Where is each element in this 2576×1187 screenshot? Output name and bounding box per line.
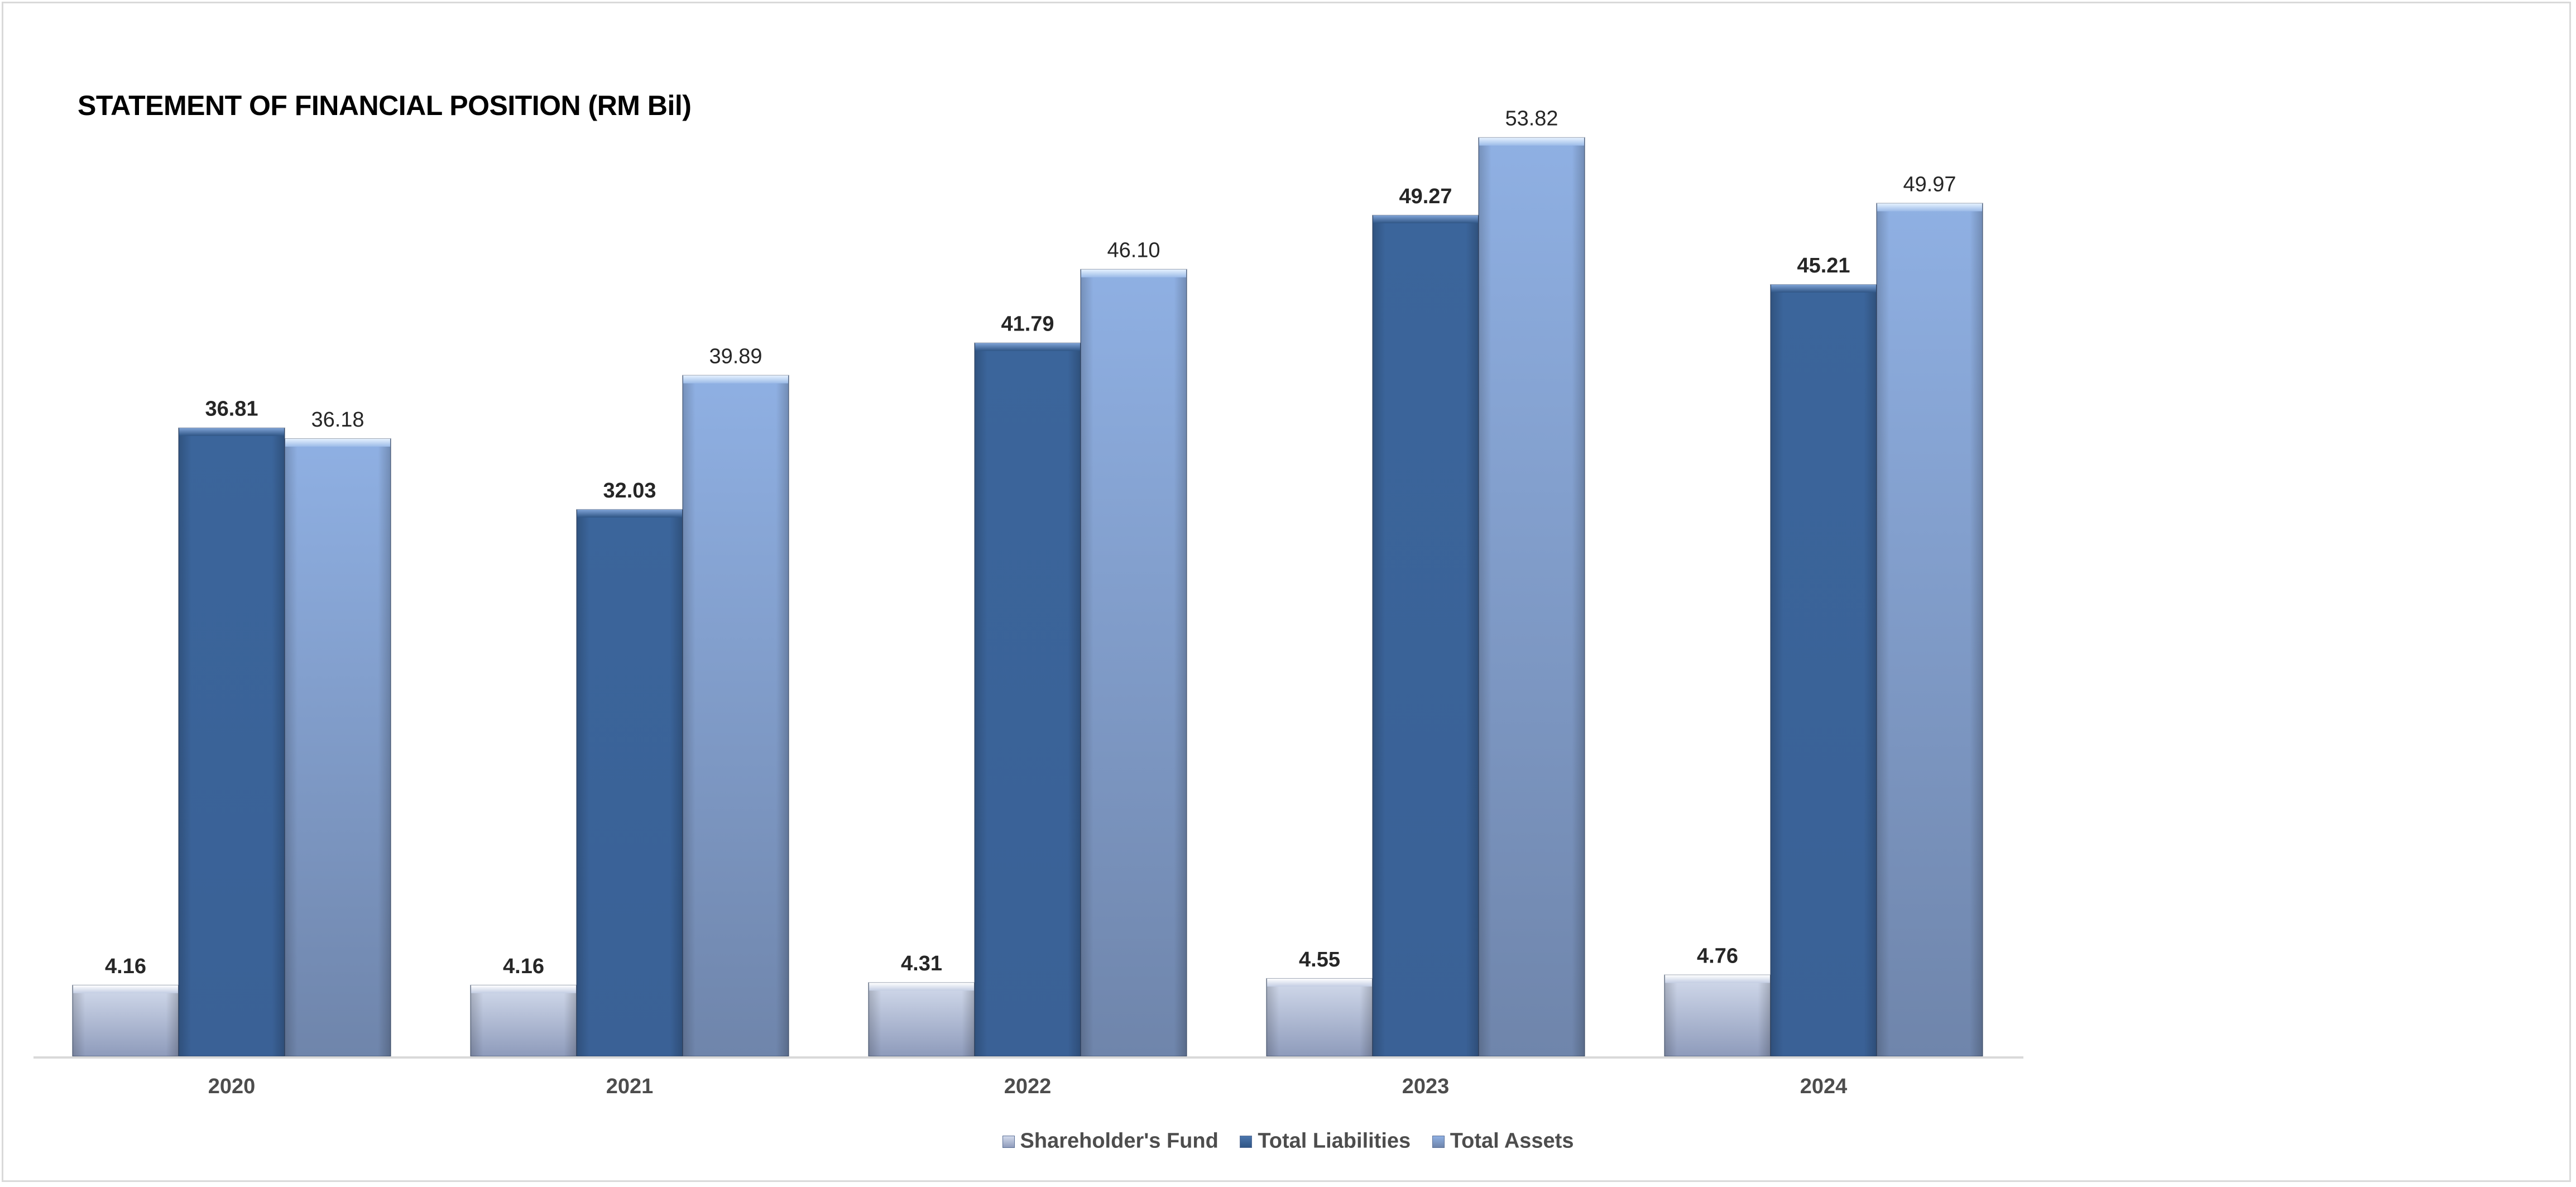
bar-shade-total-assets-2022 (1081, 269, 1187, 1056)
legend-label-shareholders-fund: Shareholder's Fund (1020, 1129, 1219, 1153)
legend-label-total-assets: Total Assets (1450, 1129, 1574, 1153)
bar-cap-total-assets-2020 (285, 438, 390, 447)
x-tick-label-2020: 2020 (208, 1075, 256, 1098)
data-label-total-liabilities-2023: 49.27 (1399, 185, 1452, 208)
bar-cap-total-assets-2021 (683, 375, 788, 384)
bar-cap-shareholder-s-fund-2024 (1665, 975, 1770, 983)
bar-shareholder-s-fund-2024 (1664, 974, 1771, 1057)
bar-total-liabilities-2024 (1770, 284, 1877, 1057)
data-label-total-assets-2022: 46.10 (1107, 239, 1160, 262)
x-tick-label-2022: 2022 (1004, 1075, 1052, 1098)
bar-shade-total-assets-2020 (285, 438, 391, 1056)
bar-shade-total-liabilities-2022 (975, 343, 1081, 1056)
bar-shade-total-liabilities-2024 (1771, 284, 1877, 1056)
x-tick-label-2023: 2023 (1402, 1075, 1450, 1098)
bar-cap-total-liabilities-2021 (577, 509, 682, 518)
data-label-shareholder-s-fund-2023: 4.55 (1299, 948, 1340, 971)
legend-item-total-liabilities: Total Liabilities (1240, 1128, 1411, 1153)
bar-shareholder-s-fund-2022 (868, 982, 975, 1057)
bar-total-assets-2023 (1478, 137, 1585, 1057)
legend-item-shareholders-fund: Shareholder's Fund (1002, 1128, 1219, 1153)
bar-total-assets-2020 (284, 438, 391, 1057)
data-label-shareholder-s-fund-2021: 4.16 (503, 955, 544, 978)
bar-cap-total-assets-2022 (1081, 269, 1186, 277)
data-label-total-liabilities-2024: 45.21 (1797, 254, 1850, 277)
bar-cap-shareholder-s-fund-2022 (869, 983, 974, 991)
data-label-total-liabilities-2020: 36.81 (205, 398, 258, 421)
data-label-total-assets-2023: 53.82 (1505, 107, 1558, 131)
legend-swatch-total-assets (1432, 1135, 1445, 1148)
data-label-total-liabilities-2022: 41.79 (1001, 312, 1054, 336)
legend-label-total-liabilities: Total Liabilities (1258, 1129, 1411, 1153)
data-label-total-assets-2020: 36.18 (311, 408, 364, 432)
bar-shade-shareholder-s-fund-2023 (1267, 978, 1373, 1056)
bar-cap-total-liabilities-2020 (179, 428, 284, 436)
bar-total-assets-2021 (682, 375, 789, 1057)
bar-shade-shareholder-s-fund-2020 (73, 985, 179, 1056)
bar-cap-shareholder-s-fund-2021 (471, 985, 576, 993)
bar-total-assets-2024 (1876, 203, 1983, 1057)
bar-cap-shareholder-s-fund-2020 (73, 985, 178, 993)
bar-total-liabilities-2023 (1372, 214, 1479, 1057)
data-label-total-assets-2024: 49.97 (1903, 173, 1956, 196)
bar-shade-shareholder-s-fund-2022 (869, 983, 975, 1056)
data-label-total-liabilities-2021: 32.03 (603, 479, 656, 502)
bar-cap-total-liabilities-2023 (1373, 215, 1478, 223)
legend-swatch-total-liabilities (1240, 1135, 1253, 1148)
data-label-shareholder-s-fund-2020: 4.16 (105, 955, 146, 978)
bar-total-liabilities-2022 (974, 342, 1081, 1057)
bar-shade-total-liabilities-2021 (577, 509, 683, 1056)
legend: Shareholder's Fund Total Liabilities Tot… (0, 1128, 2576, 1153)
bar-shade-shareholder-s-fund-2024 (1664, 975, 1771, 1056)
data-label-shareholder-s-fund-2022: 4.31 (901, 952, 942, 975)
legend-swatch-shareholders-fund (1002, 1135, 1015, 1148)
data-label-total-assets-2021: 39.89 (709, 345, 762, 368)
bar-total-liabilities-2021 (576, 509, 683, 1057)
bar-shade-total-assets-2024 (1877, 203, 1983, 1056)
bar-shareholder-s-fund-2023 (1266, 978, 1373, 1057)
bar-cap-total-assets-2023 (1479, 137, 1584, 146)
bar-shade-shareholder-s-fund-2021 (471, 985, 577, 1056)
bar-total-assets-2022 (1080, 269, 1187, 1057)
data-label-shareholder-s-fund-2024: 4.76 (1697, 944, 1738, 968)
bar-shade-total-liabilities-2020 (179, 428, 285, 1057)
bar-shareholder-s-fund-2021 (470, 984, 577, 1057)
bar-shade-total-assets-2023 (1479, 137, 1585, 1056)
x-tick-label-2024: 2024 (1800, 1075, 1848, 1098)
bar-shareholder-s-fund-2020 (72, 984, 179, 1057)
bar-cap-total-assets-2024 (1877, 203, 1982, 212)
bar-shade-total-liabilities-2023 (1373, 215, 1479, 1056)
legend-item-total-assets: Total Assets (1432, 1128, 1574, 1153)
bar-cap-total-liabilities-2022 (975, 343, 1080, 351)
bar-cap-total-liabilities-2024 (1771, 284, 1876, 293)
bar-total-liabilities-2020 (178, 427, 285, 1057)
x-tick-label-2021: 2021 (606, 1075, 654, 1098)
bar-shade-total-assets-2021 (683, 375, 789, 1056)
bar-cap-shareholder-s-fund-2023 (1267, 978, 1372, 987)
chart-title: STATEMENT OF FINANCIAL POSITION (RM Bil) (78, 90, 692, 121)
